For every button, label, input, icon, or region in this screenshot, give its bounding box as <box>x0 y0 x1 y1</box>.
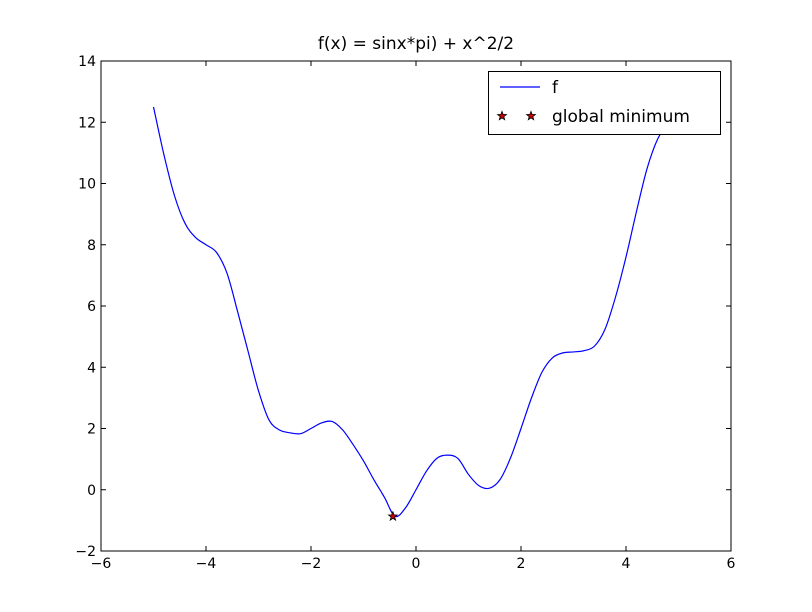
chart-title: f(x) = sinx*pi) + x^2/2 <box>318 34 514 54</box>
y-tick-label: 2 <box>87 422 96 438</box>
y-tick-label: 0 <box>87 483 96 499</box>
legend-star-shape-1 <box>496 110 508 121</box>
x-tick-label: 0 <box>412 556 421 572</box>
legend-star-shape-2 <box>525 110 537 121</box>
y-tick-label: 14 <box>78 54 96 70</box>
y-tick-label: −2 <box>75 544 96 560</box>
y-tick-label: 6 <box>87 299 96 315</box>
x-tick-label: −2 <box>301 556 322 572</box>
y-tick-label: 8 <box>87 238 96 254</box>
legend-swatch-star-1 <box>496 110 508 121</box>
y-tick-label: 10 <box>78 177 96 193</box>
tick-layer: −6 −4 −2 0 2 4 6 −2 0 2 4 6 8 10 12 14 <box>75 54 735 572</box>
x-tick-label: 2 <box>517 556 526 572</box>
legend: f global minimum <box>488 71 721 135</box>
y-tick-label: 4 <box>87 360 96 376</box>
x-tick-label: 6 <box>727 556 736 572</box>
legend-label-global-minimum: global minimum <box>552 107 690 127</box>
series-line-f <box>152 106 669 518</box>
legend-box <box>488 71 721 135</box>
plot-area <box>101 61 731 551</box>
legend-swatch-star-2 <box>525 110 537 121</box>
legend-label-f: f <box>552 78 559 98</box>
x-tick-label: −6 <box>91 556 112 572</box>
global-minimum-marker <box>387 510 399 522</box>
curve-layer <box>152 106 669 518</box>
y-tick-label: 12 <box>78 115 96 131</box>
x-tick-label: 4 <box>622 556 631 572</box>
x-tick-label: −4 <box>196 556 217 572</box>
marker-layer <box>387 510 399 522</box>
